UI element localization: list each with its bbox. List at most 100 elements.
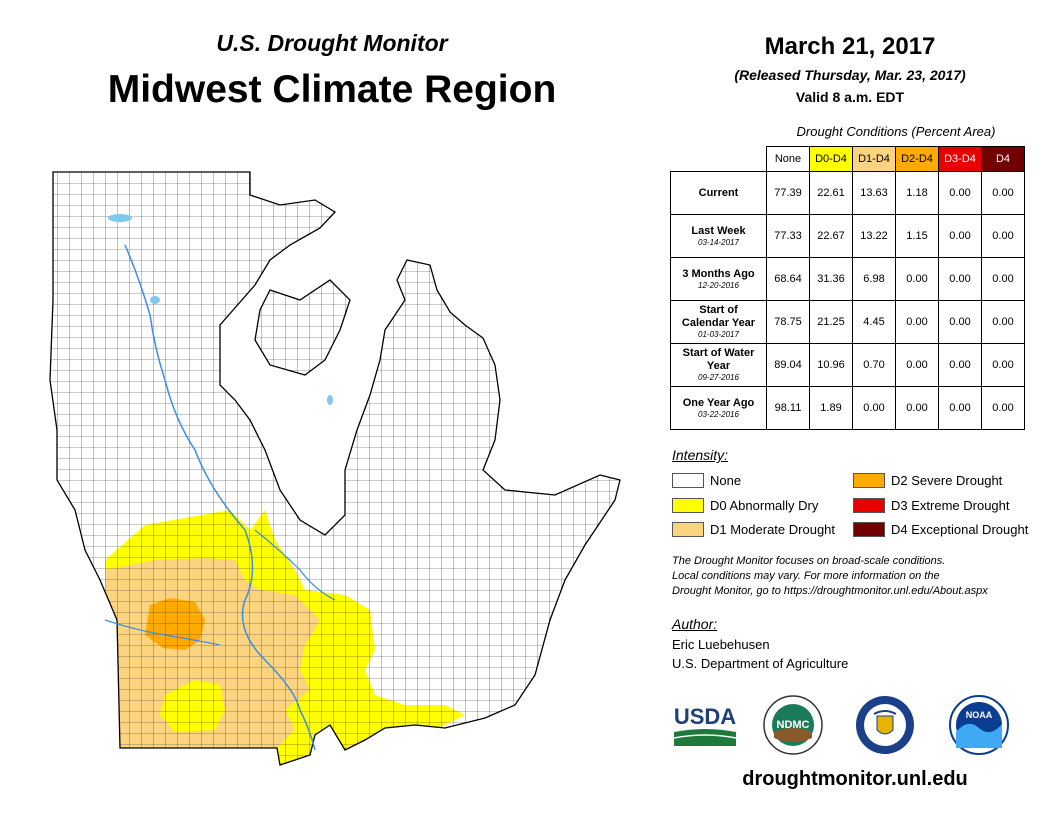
table-cell: 0.00	[938, 300, 982, 344]
author-title: Author:	[672, 616, 718, 632]
row-date: 12-20-2016	[698, 280, 739, 290]
disclaimer-note: The Drought Monitor focuses on broad-sca…	[672, 554, 1042, 599]
svg-text:NOAA: NOAA	[966, 710, 993, 720]
row-label: Current	[670, 171, 767, 215]
usda-logo: USDA	[674, 704, 736, 746]
table-cell: 13.22	[852, 214, 896, 258]
table-row: Current 77.39 22.61 13.63 1.18 0.00 0.00	[670, 171, 1025, 215]
legend-label: D4 Exceptional Drought	[891, 521, 1029, 537]
table-cell: 0.00	[895, 300, 939, 344]
svg-text:USDA: USDA	[674, 704, 736, 729]
table-cell: 6.98	[852, 257, 896, 301]
table-cell: 21.25	[809, 300, 853, 344]
conditions-caption: Drought Conditions (Percent Area)	[796, 124, 996, 139]
table-cell: 0.00	[895, 257, 939, 301]
table-cell: 0.00	[981, 300, 1025, 344]
table-cell: 0.00	[938, 171, 982, 215]
commerce-seal-logo	[856, 696, 914, 754]
row-label: Last Week 03-14-2017	[670, 214, 767, 258]
table-cell: 0.00	[852, 386, 896, 430]
table-cell: 31.36	[809, 257, 853, 301]
col-header: None	[766, 146, 810, 172]
legend-item-d0: D0 Abnormally Dry	[672, 496, 818, 514]
drought-map	[49, 171, 621, 766]
table-cell: 22.67	[809, 214, 853, 258]
legend-label: D1 Moderate Drought	[710, 521, 836, 537]
legend-item-d3: D3 Extreme Drought	[853, 496, 1010, 514]
drought-conditions-table: None D0-D4 D1-D4 D2-D4 D3-D4 D4 Current 7…	[670, 146, 1025, 430]
row-date: 01-03-2017	[698, 330, 739, 339]
legend-swatch	[853, 472, 885, 488]
table-cell: 0.00	[938, 257, 982, 301]
row-date: 09-27-2016	[698, 373, 739, 382]
author-name: Eric Luebehusen	[672, 637, 770, 652]
table-row: 3 Months Ago 12-20-2016 68.64 31.36 6.98 0.00…	[670, 257, 1025, 301]
legend-swatch	[672, 472, 704, 488]
table-cell: 0.70	[852, 343, 896, 387]
table-cell: 0.00	[981, 257, 1025, 301]
table-cell: 0.00	[938, 343, 982, 387]
row-label-text: Start of Calendar Year	[681, 304, 756, 329]
table-cell: 13.63	[852, 171, 896, 215]
map-subtitle: U.S. Drought Monitor	[216, 30, 448, 56]
legend-label: D2 Severe Drought	[891, 472, 1003, 488]
legend-swatch	[672, 497, 704, 513]
legend-swatch	[853, 497, 885, 513]
table-cell: 22.61	[809, 171, 853, 215]
col-header: D1-D4	[852, 146, 896, 172]
legend-label: D3 Extreme Drought	[891, 497, 1010, 513]
table-row: Start of Water Year 09-27-2016 89.04 10.96 0…	[670, 343, 1025, 387]
legend-item-d4: D4 Exceptional Drought	[853, 520, 1028, 538]
col-header: D3-D4	[938, 146, 982, 172]
table-cell: 4.45	[852, 300, 896, 344]
author-org: U.S. Department of Agriculture	[672, 656, 849, 671]
row-date: 03-22-2016	[698, 409, 739, 419]
legend-swatch	[672, 521, 704, 537]
note-line: Local conditions may vary. For more info…	[672, 570, 940, 582]
table-cell: 68.64	[766, 257, 810, 301]
table-row: One Year Ago 03-22-2016 98.11 1.89 0.00 0.00 0…	[670, 386, 1025, 430]
table-cell: 0.00	[895, 343, 939, 387]
note-line: Drought Monitor, go to https://droughtmo…	[672, 585, 988, 597]
col-header: D2-D4	[895, 146, 939, 172]
row-label-text: Current	[698, 186, 739, 199]
row-label: Start of Water Year 09-27-2016	[670, 343, 767, 387]
table-cell: 98.11	[766, 386, 810, 430]
map-date: March 21, 2017	[764, 33, 936, 60]
table-cell: 0.00	[938, 214, 982, 258]
table-cell: 89.04	[766, 343, 810, 387]
row-label: Start of Calendar Year 01-03-2017	[670, 300, 767, 344]
legend-label: D0 Abnormally Dry	[710, 497, 819, 513]
row-label: 3 Months Ago 12-20-2016	[670, 257, 767, 301]
table-cell: 1.15	[895, 214, 939, 258]
table-cell: 10.96	[809, 343, 853, 387]
legend-item-none: None	[672, 471, 741, 489]
release-date: (Released Thursday, Mar. 23, 2017)	[734, 67, 966, 83]
table-cell: 1.89	[809, 386, 853, 430]
row-label-text: Start of Water Year	[682, 347, 755, 372]
table-cell: 0.00	[981, 214, 1025, 258]
legend-label: None	[710, 472, 742, 488]
legend-title: Intensity:	[672, 447, 729, 463]
map-title: Midwest Climate Region	[107, 68, 557, 111]
svg-text:NDMC: NDMC	[777, 719, 810, 731]
col-header: D4	[981, 146, 1025, 172]
table-cell: 0.00	[895, 386, 939, 430]
table-cell: 78.75	[766, 300, 810, 344]
noaa-logo: NOAA	[949, 695, 1009, 755]
table-header-row: None D0-D4 D1-D4 D2-D4 D3-D4 D4	[671, 146, 1025, 172]
col-header: D0-D4	[809, 146, 853, 172]
row-date: 03-14-2017	[698, 237, 739, 247]
note-line: The Drought Monitor focuses on broad-sca…	[672, 555, 946, 567]
ndmc-logo: NDMC	[763, 695, 823, 755]
table-cell: 0.00	[981, 343, 1025, 387]
table-cell: 1.18	[895, 171, 939, 215]
legend-swatch	[853, 521, 885, 537]
table-cell: 0.00	[938, 386, 982, 430]
website-url: droughtmonitor.unl.edu	[742, 768, 968, 790]
legend-item-d2: D2 Severe Drought	[853, 471, 1002, 489]
table-row: Start of Calendar Year 01-03-2017 78.75 21.…	[670, 300, 1025, 344]
legend-item-d1: D1 Moderate Drought	[672, 520, 835, 538]
row-label: One Year Ago 03-22-2016	[670, 386, 767, 430]
row-label-text: 3 Months Ago	[682, 267, 755, 280]
